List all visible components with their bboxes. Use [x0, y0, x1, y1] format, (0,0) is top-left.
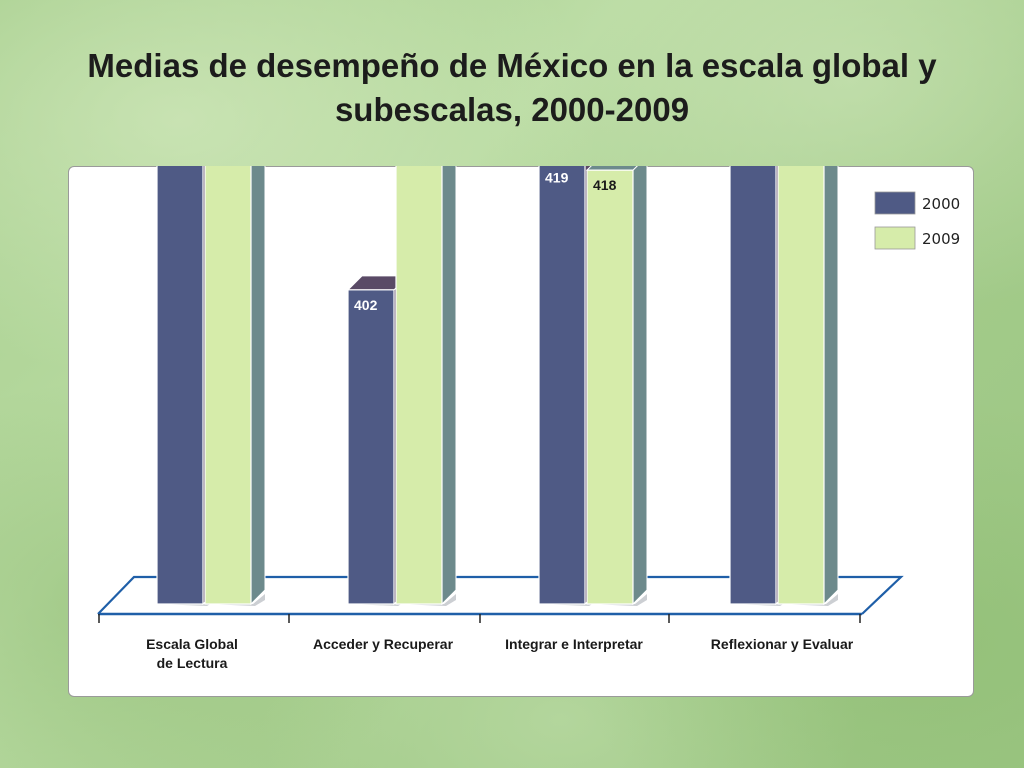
data-label-2000-1: 402	[354, 297, 378, 313]
category-label-3: Reflexionar y Evaluar	[711, 636, 854, 652]
bar-2000-2	[538, 166, 586, 605]
legend-label-2000: 2000	[922, 195, 960, 213]
bar-side-2009-0	[250, 166, 266, 606]
bar-2000-1	[347, 289, 395, 605]
legend-label-2009: 2009	[922, 230, 960, 248]
category-label-2: Integrar e Interpretar	[505, 636, 643, 652]
chart-floor	[98, 577, 901, 614]
bar-side-2009-2	[632, 166, 648, 606]
slide-title-line-2: subescalas, 2000-2009	[334, 91, 690, 128]
bar-side-2009-3	[823, 166, 839, 606]
bar-2009-0	[204, 166, 252, 605]
category-label-0-line-0: Escala Global	[146, 636, 238, 652]
legend-swatch-2009	[874, 226, 916, 250]
chart-floor-edge	[97, 575, 904, 615]
legend-swatch-2000	[874, 191, 916, 215]
bar-2000-3	[729, 166, 777, 605]
bar-2009-2	[586, 169, 634, 605]
bar-side-2009-1	[441, 166, 457, 606]
bar-2009-3	[777, 166, 825, 605]
data-label-2000-2: 419	[545, 170, 569, 186]
slide-title-line-1: Medias de desempeño de México en la esca…	[87, 47, 937, 84]
bar-2000-0	[156, 166, 204, 605]
bar-2009-1	[395, 166, 443, 605]
category-label-0-line-1: de Lectura	[157, 655, 228, 671]
category-label-1: Acceder y Recuperar	[313, 636, 454, 652]
slide-title: Medias de desempeño de México en la esca…	[40, 44, 984, 132]
bar-chart: 422402419446425433418432Escala Globalde …	[97, 166, 960, 671]
data-label-2009-2: 418	[593, 177, 617, 193]
